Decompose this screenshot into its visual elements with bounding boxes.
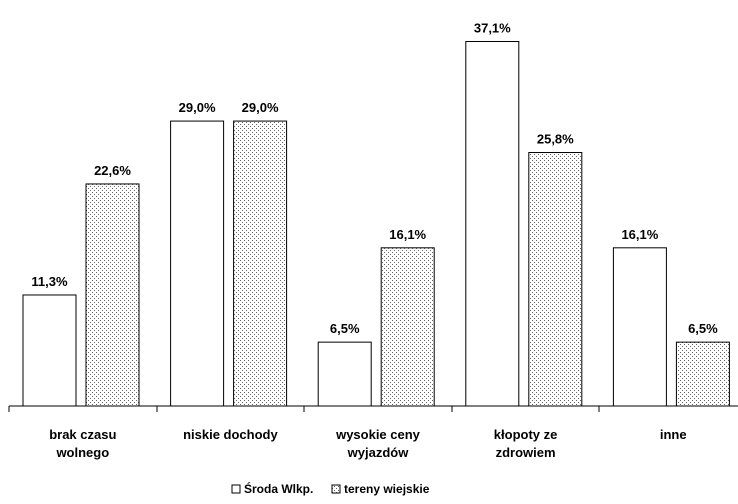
data-label-s2-1: 22,6% xyxy=(94,163,131,178)
data-label-s2-2: 29,0% xyxy=(242,100,279,115)
x-tick-label-4: kłopoty ze zdrowiem xyxy=(494,427,558,460)
data-label-s1-1: 11,3% xyxy=(31,274,68,289)
data-label-s2-4: 25,8% xyxy=(537,132,574,147)
x-tick-label-3: wysokie ceny wyjazdów xyxy=(335,427,421,460)
x-tick-label-1: brak czasu wolnego xyxy=(49,427,116,460)
data-label-s2-3: 16,1% xyxy=(389,227,426,242)
data-label-s1-2: 29,0% xyxy=(179,100,216,115)
bar-s2-1 xyxy=(85,183,140,407)
bar-s2-2 xyxy=(233,120,288,407)
bar-s1-4 xyxy=(465,40,520,407)
bar-s1-2 xyxy=(170,120,225,407)
legend: Środa Wlkp. tereny wiejskie xyxy=(231,481,430,496)
bar-s1-1 xyxy=(22,294,77,407)
data-label-s2-5: 6,5% xyxy=(688,321,718,336)
bar-s2-3 xyxy=(380,247,435,407)
bar-s2-4 xyxy=(528,152,583,407)
plot-area: 11,3% 29,0% 6,5% 37,1% 16,1% 22,6% 29,0% 16,1% 2… xyxy=(8,20,738,460)
x-tick-label-5: inne xyxy=(660,427,687,442)
legend-swatch-2 xyxy=(331,484,341,494)
data-label-s1-4: 37,1% xyxy=(474,20,511,35)
legend-label-2: tereny wiejskie xyxy=(344,482,430,496)
data-label-s1-3: 6,5% xyxy=(330,321,360,336)
x-tick-label-2: niskie dochody xyxy=(183,427,278,442)
bar-s1-5 xyxy=(612,247,667,407)
bar-s1-3 xyxy=(317,341,372,407)
data-label-s1-5: 16,1% xyxy=(621,227,658,242)
bar-s2-5 xyxy=(675,341,730,407)
legend-label-1: Środa Wlkp. xyxy=(244,481,313,496)
legend-swatch-1 xyxy=(231,484,241,494)
